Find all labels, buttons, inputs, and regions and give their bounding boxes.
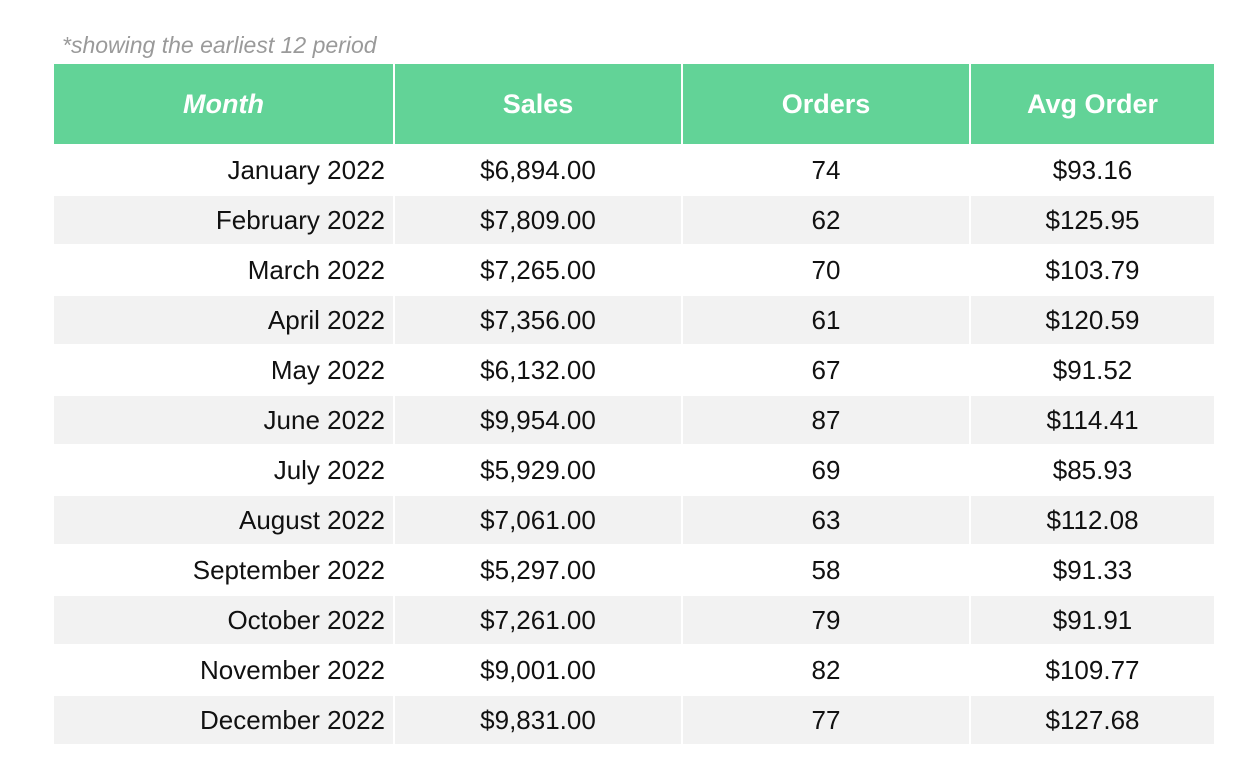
- avg-order-cell: $120.59: [971, 296, 1214, 346]
- month-cell: June 2022: [54, 396, 395, 446]
- column-header-sales: Sales: [395, 64, 683, 146]
- table-row: November 2022 $9,001.00 82 $109.77: [54, 646, 1214, 696]
- table-row: December 2022 $9,831.00 77 $127.68: [54, 696, 1214, 746]
- month-cell: July 2022: [54, 446, 395, 496]
- table-row: January 2022 $6,894.00 74 $93.16: [54, 146, 1214, 196]
- table-row: October 2022 $7,261.00 79 $91.91: [54, 596, 1214, 646]
- avg-order-cell: $93.16: [971, 146, 1214, 196]
- column-header-month: Month: [54, 64, 395, 146]
- month-cell: January 2022: [54, 146, 395, 196]
- orders-cell: 62: [683, 196, 971, 246]
- sales-cell: $9,954.00: [395, 396, 683, 446]
- sales-cell: $9,831.00: [395, 696, 683, 746]
- sales-cell: $7,356.00: [395, 296, 683, 346]
- avg-order-cell: $85.93: [971, 446, 1214, 496]
- table-body: January 2022 $6,894.00 74 $93.16 February 20…: [54, 146, 1214, 746]
- avg-order-cell: $91.52: [971, 346, 1214, 396]
- month-cell: November 2022: [54, 646, 395, 696]
- column-header-orders: Orders: [683, 64, 971, 146]
- avg-order-cell: $103.79: [971, 246, 1214, 296]
- table-row: August 2022 $7,061.00 63 $112.08: [54, 496, 1214, 546]
- orders-cell: 61: [683, 296, 971, 346]
- sales-cell: $7,265.00: [395, 246, 683, 296]
- orders-cell: 63: [683, 496, 971, 546]
- month-cell: September 2022: [54, 546, 395, 596]
- orders-cell: 87: [683, 396, 971, 446]
- month-cell: August 2022: [54, 496, 395, 546]
- month-cell: May 2022: [54, 346, 395, 396]
- orders-cell: 67: [683, 346, 971, 396]
- sales-cell: $5,929.00: [395, 446, 683, 496]
- table-row: July 2022 $5,929.00 69 $85.93: [54, 446, 1214, 496]
- month-cell: February 2022: [54, 196, 395, 246]
- avg-order-cell: $127.68: [971, 696, 1214, 746]
- orders-cell: 70: [683, 246, 971, 296]
- sales-cell: $7,261.00: [395, 596, 683, 646]
- table-footnote: *showing the earliest 12 period: [62, 32, 377, 58]
- table-row: March 2022 $7,265.00 70 $103.79: [54, 246, 1214, 296]
- sales-cell: $5,297.00: [395, 546, 683, 596]
- avg-order-cell: $91.91: [971, 596, 1214, 646]
- table-row: May 2022 $6,132.00 67 $91.52: [54, 346, 1214, 396]
- avg-order-cell: $112.08: [971, 496, 1214, 546]
- orders-cell: 79: [683, 596, 971, 646]
- avg-order-cell: $109.77: [971, 646, 1214, 696]
- orders-cell: 74: [683, 146, 971, 196]
- sales-cell: $7,061.00: [395, 496, 683, 546]
- orders-cell: 58: [683, 546, 971, 596]
- table-row: April 2022 $7,356.00 61 $120.59: [54, 296, 1214, 346]
- table-row: September 2022 $5,297.00 58 $91.33: [54, 546, 1214, 596]
- month-cell: October 2022: [54, 596, 395, 646]
- sales-cell: $9,001.00: [395, 646, 683, 696]
- sales-table: Month Sales Orders Avg Order January 202…: [54, 64, 1214, 746]
- table-row: June 2022 $9,954.00 87 $114.41: [54, 396, 1214, 446]
- orders-cell: 82: [683, 646, 971, 696]
- avg-order-cell: $114.41: [971, 396, 1214, 446]
- orders-cell: 69: [683, 446, 971, 496]
- sales-cell: $6,132.00: [395, 346, 683, 396]
- avg-order-cell: $125.95: [971, 196, 1214, 246]
- sales-cell: $6,894.00: [395, 146, 683, 196]
- column-header-avg-order: Avg Order: [971, 64, 1214, 146]
- table-row: February 2022 $7,809.00 62 $125.95: [54, 196, 1214, 246]
- orders-cell: 77: [683, 696, 971, 746]
- sales-cell: $7,809.00: [395, 196, 683, 246]
- month-cell: March 2022: [54, 246, 395, 296]
- month-cell: April 2022: [54, 296, 395, 346]
- avg-order-cell: $91.33: [971, 546, 1214, 596]
- table-header-row: Month Sales Orders Avg Order: [54, 64, 1214, 146]
- month-cell: December 2022: [54, 696, 395, 746]
